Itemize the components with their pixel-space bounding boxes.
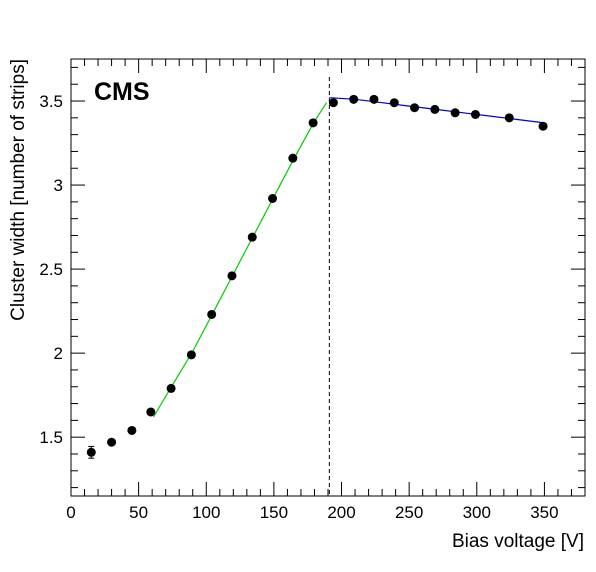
data-point: [207, 309, 217, 319]
data-marker: [410, 103, 420, 113]
data-point: [127, 425, 137, 435]
data-point: [166, 383, 176, 393]
experiment-label: CMS: [94, 78, 150, 106]
data-marker: [470, 109, 480, 119]
y-tick-label: 2: [54, 344, 63, 363]
data-point: [107, 437, 117, 447]
data-marker: [349, 94, 359, 104]
data-marker: [504, 113, 514, 123]
data-point: [308, 118, 318, 128]
data-point: [328, 98, 338, 108]
data-marker: [288, 153, 298, 163]
axis-ticks: [70, 59, 585, 496]
y-tick-label: 3.5: [39, 92, 63, 111]
x-tick-label: 350: [530, 503, 558, 522]
plot-frame: [70, 58, 586, 497]
data-point: [410, 103, 420, 113]
data-marker: [328, 98, 338, 108]
data-marker: [369, 94, 379, 104]
x-tick-label: 0: [66, 503, 75, 522]
data-point: [288, 153, 298, 163]
data-point: [389, 98, 399, 108]
x-tick-label: 150: [260, 503, 288, 522]
data-marker: [166, 383, 176, 393]
data-points: [86, 94, 548, 459]
data-point: [146, 407, 156, 417]
x-tick-label: 50: [129, 503, 148, 522]
data-point: [349, 94, 359, 104]
tick-labels: 0 50 100 150 200 250 300 350 1.5 2 2.5 3 3.5: [39, 92, 558, 522]
data-marker: [127, 425, 137, 435]
x-tick-label: 300: [463, 503, 491, 522]
y-tick-label: 2.5: [39, 260, 63, 279]
data-point: [227, 271, 237, 281]
data-marker: [107, 437, 117, 447]
data-marker: [450, 108, 460, 118]
data-marker: [247, 232, 257, 242]
data-marker: [186, 350, 196, 360]
data-marker: [86, 447, 96, 457]
data-point: [186, 350, 196, 360]
data-marker: [207, 309, 217, 319]
data-point: [86, 445, 96, 459]
fit-curve-1: [152, 102, 328, 418]
y-axis-title: Cluster width [number of strips]: [8, 59, 29, 321]
data-marker: [227, 271, 237, 281]
data-marker: [389, 98, 399, 108]
data-marker: [308, 118, 318, 128]
x-axis-title: Bias voltage [V]: [452, 531, 584, 552]
data-point: [268, 194, 278, 204]
data-point: [430, 104, 440, 114]
x-tick-label: 200: [327, 503, 355, 522]
data-point: [369, 94, 379, 104]
data-marker: [430, 104, 440, 114]
data-point: [247, 232, 257, 242]
x-tick-label: 250: [395, 503, 423, 522]
data-marker: [268, 194, 278, 204]
y-tick-label: 3: [54, 176, 63, 195]
fit-curves: [152, 97, 545, 418]
y-tick-label: 1.5: [39, 428, 63, 447]
data-point: [450, 108, 460, 118]
x-tick-label: 100: [192, 503, 220, 522]
data-point: [470, 109, 480, 119]
data-point: [504, 113, 514, 123]
data-marker: [146, 407, 156, 417]
data-marker: [538, 121, 548, 131]
data-point: [538, 121, 548, 131]
